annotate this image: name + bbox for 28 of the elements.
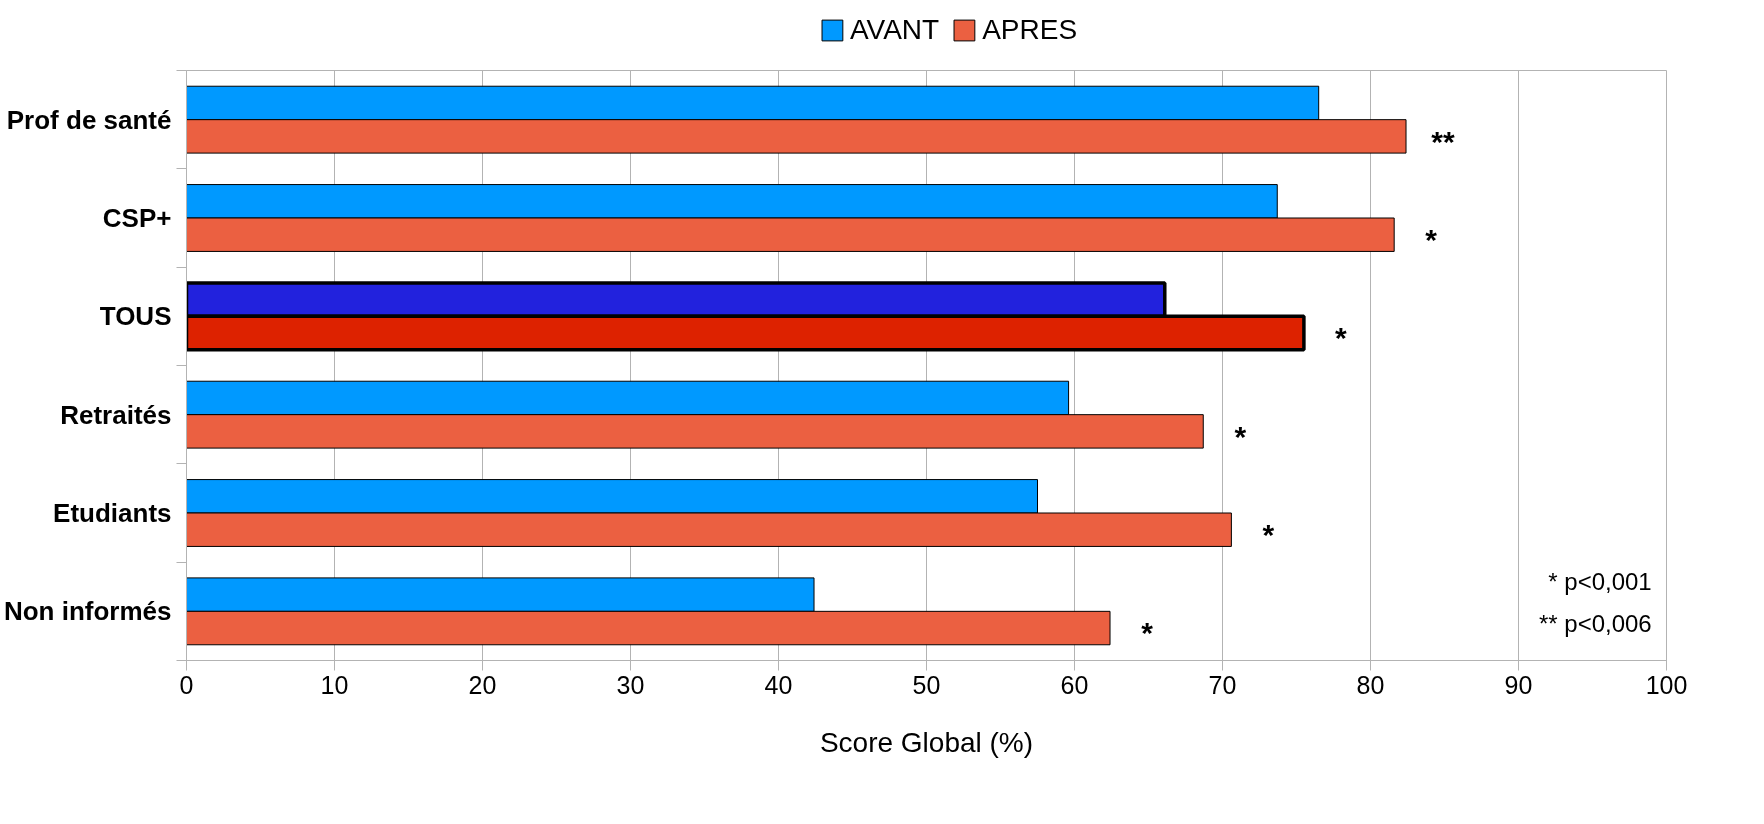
y-tick-label: Etudiants <box>53 498 172 528</box>
x-tick-label: 30 <box>616 670 645 699</box>
legend-label: APRES <box>982 14 1078 46</box>
x-tick-label: 20 <box>468 670 497 699</box>
x-tick-label: 40 <box>764 670 793 699</box>
x-tick-label: 70 <box>1208 670 1237 699</box>
x-axis-title: Score Global (%) <box>819 726 1034 758</box>
x-tick-label: 90 <box>1504 670 1533 699</box>
annotation: * <box>1425 223 1438 257</box>
annotation: * <box>1141 616 1154 650</box>
y-tick-label: CSP+ <box>102 203 172 233</box>
annotation: * <box>1234 419 1247 453</box>
legend-label: AVANT <box>849 14 940 46</box>
x-tick-label: 80 <box>1356 670 1385 699</box>
x-tick-label: 60 <box>1060 670 1089 699</box>
annotation: * p<0,001 <box>1548 568 1652 596</box>
y-tick-label: Prof de santé <box>6 104 172 135</box>
x-tick-label: 0 <box>179 670 194 699</box>
y-tick-label: Non informés <box>3 596 172 627</box>
annotation: * <box>1335 321 1348 355</box>
y-tick-label: TOUS <box>99 301 172 332</box>
x-tick-label: 50 <box>912 670 941 699</box>
x-tick-label: 10 <box>320 670 349 699</box>
annotation: ** <box>1431 124 1456 158</box>
annotation: ** p<0,006 <box>1538 609 1652 637</box>
x-tick-label: 100 <box>1645 670 1688 699</box>
y-tick-label: Retraités <box>60 399 172 430</box>
annotation: * <box>1262 518 1275 552</box>
